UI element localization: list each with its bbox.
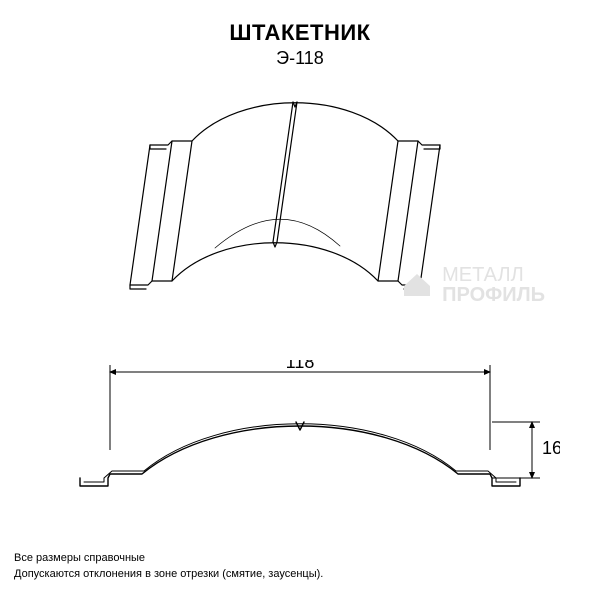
watermark: МЕТАЛЛ ПРОФИЛЬ (400, 265, 545, 305)
watermark-line2: ПРОФИЛЬ (442, 284, 545, 306)
page-subtitle: Э-118 (0, 48, 600, 69)
footnotes: Все размеры справочные Допускаются откло… (14, 551, 323, 582)
width-dimension-label: 118 (286, 360, 315, 372)
height-dimension-label: 16 (542, 438, 560, 458)
watermark-line1: МЕТАЛЛ (442, 264, 524, 286)
cross-section: 118 16 (40, 360, 560, 510)
footnote-line1: Все размеры справочные (14, 551, 323, 566)
page: ШТАКЕТНИК Э-118 (0, 0, 600, 600)
footnote-line2: Допускаются отклонения в зоне отрезки (с… (14, 567, 323, 582)
cross-section-svg: 118 16 (40, 360, 560, 510)
watermark-text: МЕТАЛЛ ПРОФИЛЬ (442, 265, 545, 305)
house-icon (400, 266, 434, 304)
page-title: ШТАКЕТНИК (0, 20, 600, 46)
